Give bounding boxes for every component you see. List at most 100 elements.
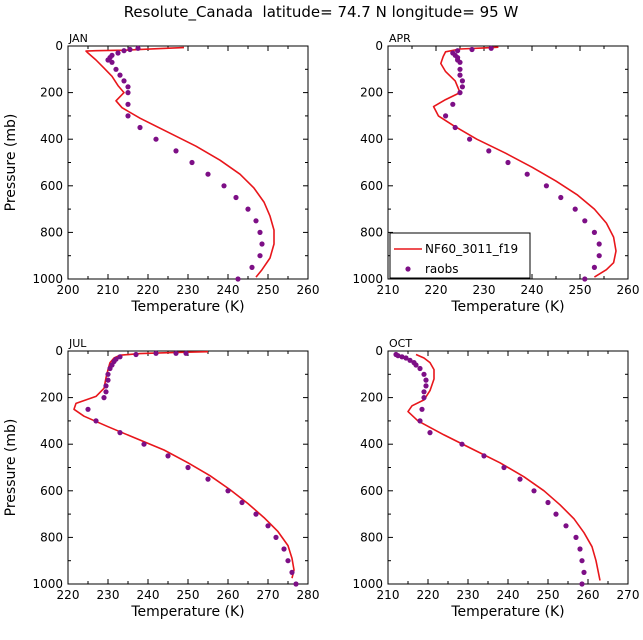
raob-point [285, 558, 291, 564]
raob-point [427, 430, 433, 436]
y-tick-label: 0 [55, 39, 63, 53]
raob-point [457, 66, 463, 72]
legend-model-label: NF60_3011_f19 [425, 242, 518, 256]
x-tick-label: 200 [57, 283, 80, 297]
raob-point [165, 453, 171, 459]
raob-point [450, 101, 456, 107]
raob-point [459, 441, 465, 447]
raob-point [553, 511, 559, 517]
panel-label: OCT [389, 337, 412, 350]
raob-point [457, 90, 463, 96]
y-tick-label: 0 [55, 344, 63, 358]
y-tick-label: 400 [360, 132, 383, 146]
raob-point [417, 365, 423, 372]
raob-point [572, 206, 578, 212]
y-tick-label: 200 [40, 391, 63, 405]
y-tick-label: 1000 [32, 272, 63, 286]
legend-point-swatch [405, 266, 411, 272]
y-tick-label: 200 [360, 391, 383, 405]
raob-point [103, 389, 109, 395]
x-tick-label: 270 [257, 588, 280, 602]
legend-box [389, 232, 531, 279]
y-axis-label: Pressure (mb) [3, 114, 19, 212]
raob-point [543, 183, 550, 189]
raob-point [189, 159, 195, 166]
x-tick-label: 230 [457, 588, 480, 602]
raob-point [127, 46, 133, 53]
raob-point [596, 253, 602, 259]
raob-point [185, 464, 191, 471]
raob-point [265, 523, 271, 529]
raob-point [579, 558, 585, 564]
raob-point [403, 355, 409, 361]
x-tick-label: 250 [177, 588, 200, 602]
raob-point [117, 72, 123, 78]
panel-label: APR [389, 32, 411, 45]
raob-point [289, 569, 295, 576]
legend-obs-label: raobs [425, 262, 459, 276]
raob-point [205, 476, 211, 482]
x-axis-label: Temperature (K) [130, 604, 244, 620]
x-axis-label: Temperature (K) [130, 299, 244, 315]
panels: 200 210 220 230 240 250 260 0 200 400 600 800 1000 Te… [3, 32, 639, 620]
x-tick-label: 250 [537, 588, 560, 602]
x-tick-label: 240 [137, 588, 160, 602]
raob-point [137, 124, 143, 131]
x-tick-label: 220 [137, 283, 160, 297]
raob-point [399, 354, 405, 360]
raob-point [235, 276, 241, 282]
x-tick-label: 240 [497, 588, 520, 602]
raob-point [117, 354, 123, 360]
panel-oct: 210 220 230 240 250 260 270 0 200 400 600 800 1000 Te… [352, 337, 639, 620]
raob-point [153, 350, 159, 356]
y-tick-label: 800 [360, 530, 383, 544]
raob-point [115, 50, 121, 56]
x-tick-label: 260 [217, 588, 240, 602]
raob-point [239, 499, 245, 506]
raob-point [109, 59, 115, 65]
panel-apr: 210 220 230 240 250 260 0 200 400 600 800 1000 Tempe… [352, 32, 639, 315]
raob-point [459, 84, 465, 90]
raob-point [273, 534, 279, 541]
figure-title: Resolute_Canada latitude= 74.7 N longitu… [124, 3, 519, 22]
raob-point [558, 194, 564, 201]
x-tick-label: 210 [377, 283, 400, 297]
y-tick-label: 0 [375, 344, 383, 358]
y-tick-label: 1000 [352, 272, 383, 286]
x-tick-label: 240 [217, 283, 240, 297]
y-tick-label: 400 [360, 437, 383, 451]
raob-point [419, 406, 425, 412]
raob-point [281, 546, 287, 552]
raob-point [455, 48, 461, 54]
raob-point [135, 45, 141, 51]
raob-point [501, 464, 507, 471]
raob-point [93, 418, 99, 424]
raob-point [205, 171, 211, 177]
raob-point [573, 534, 579, 541]
y-tick-label: 800 [40, 225, 63, 239]
raob-point [488, 45, 494, 51]
raob-point [524, 171, 530, 177]
raob-point [249, 264, 255, 270]
raob-point [452, 124, 458, 131]
raob-point [421, 371, 427, 377]
raob-point [133, 351, 139, 358]
model-profile-line [432, 46, 617, 278]
x-tick-label: 230 [177, 283, 200, 297]
raob-point [531, 488, 537, 494]
raob-point [125, 84, 131, 90]
raob-point [125, 101, 131, 107]
y-tick-label: 800 [40, 530, 63, 544]
plot-frame [67, 45, 309, 280]
y-tick-label: 0 [375, 39, 383, 53]
raob-point [183, 350, 189, 356]
raob-point [457, 72, 463, 78]
x-tick-label: 280 [297, 588, 320, 602]
raob-point [233, 194, 239, 201]
raob-point [105, 57, 111, 63]
raob-point [107, 365, 113, 372]
x-tick-label: 260 [577, 588, 600, 602]
x-tick-label: 250 [569, 283, 592, 297]
